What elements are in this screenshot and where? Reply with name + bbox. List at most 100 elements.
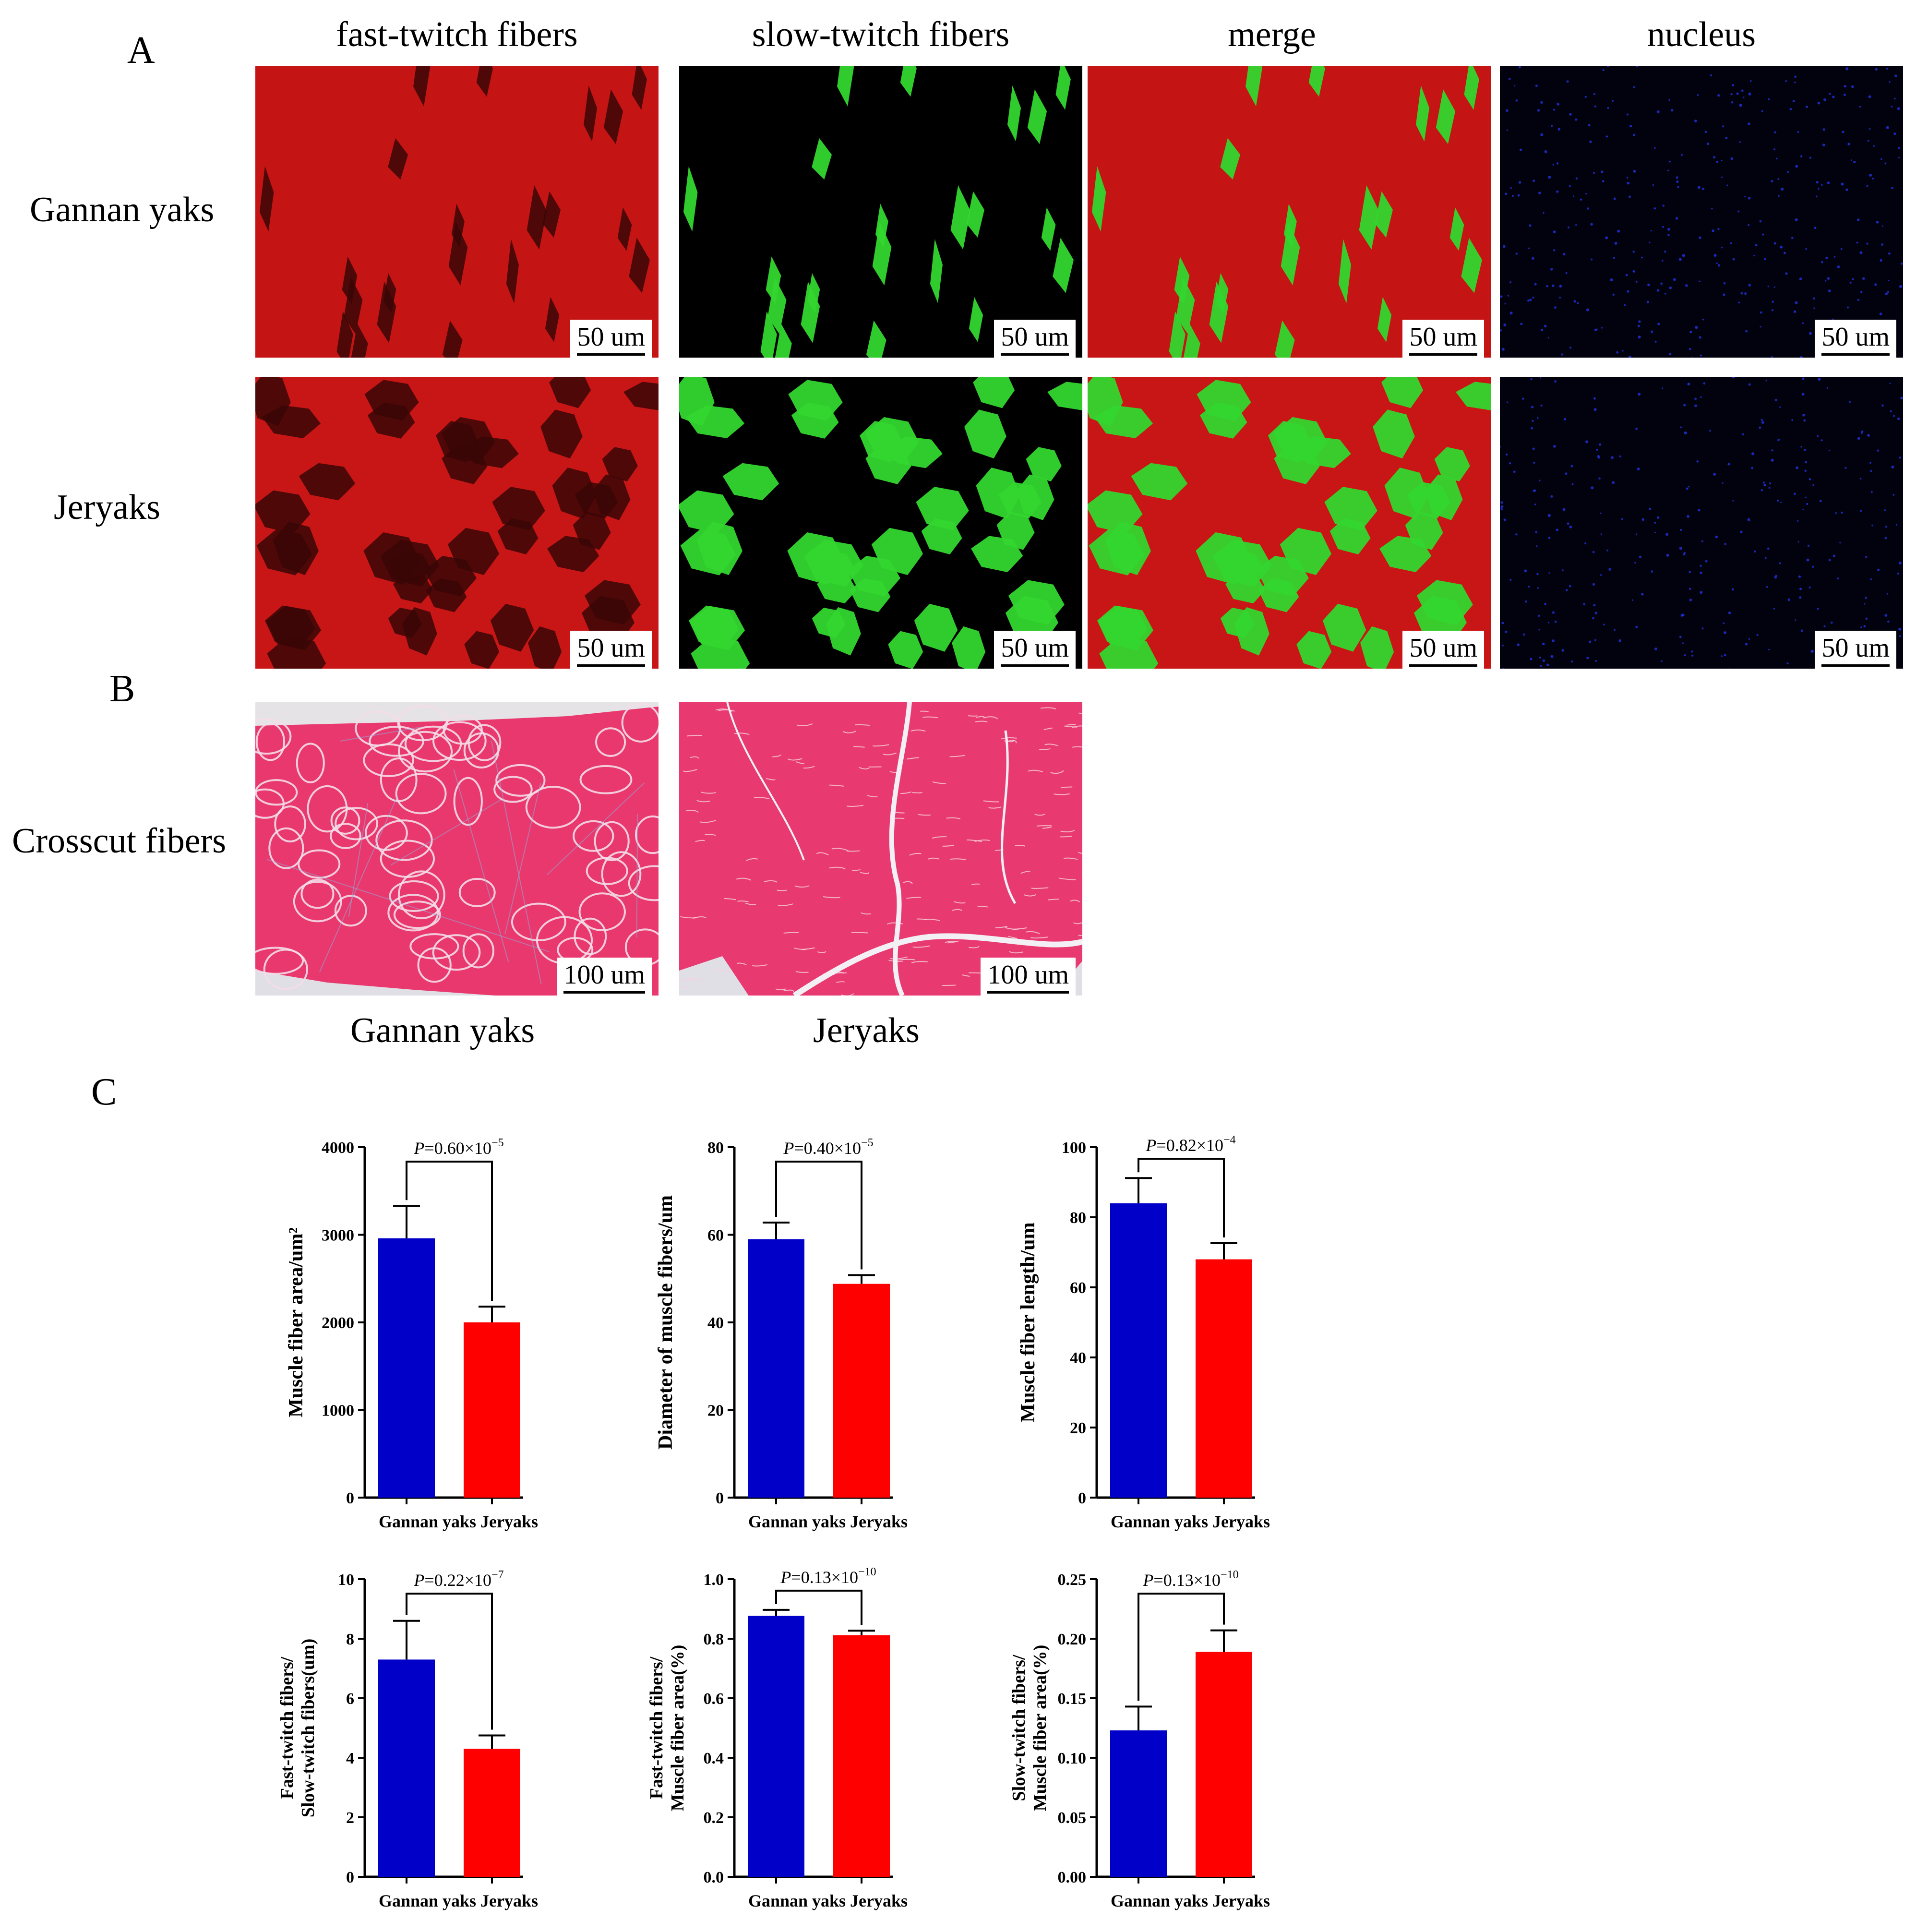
- y-tick-label: 6: [346, 1690, 354, 1708]
- column-header-fast: fast-twitch fibers: [255, 14, 659, 55]
- nucleus-pattern: [1500, 66, 1903, 358]
- column-header-merge: merge: [1070, 14, 1473, 55]
- bar-gannan: [748, 1616, 804, 1877]
- he-pattern-gannan: [255, 702, 659, 996]
- micrograph-gannan-merge: 50 um: [1088, 66, 1491, 358]
- y-tick-label: 0.8: [704, 1631, 724, 1648]
- y-tick-label: 0.10: [1058, 1750, 1087, 1767]
- column-header-nucleus: nucleus: [1500, 14, 1903, 55]
- micrograph-jeryaks-nucleus: 50 um: [1500, 377, 1903, 669]
- x-tick-labels: Gannan yaks Jeryaks: [1111, 1891, 1270, 1910]
- scale-bar-label: 50 um: [577, 633, 645, 663]
- micrograph-jeryaks-fast: 50 um: [255, 377, 659, 669]
- y-tick-label: 60: [1070, 1279, 1086, 1297]
- chart-fiber-area: 0 1000 2000 3000 4000 Gannan yaks Jeryaks P=0.…: [269, 1118, 605, 1553]
- y-tick-label: 0.0: [704, 1869, 724, 1886]
- bar-jeryaks: [833, 1284, 890, 1498]
- x-tick-labels: Gannan yaks Jeryaks: [748, 1512, 908, 1531]
- bar-gannan: [1110, 1730, 1167, 1877]
- y-tick-label: 40: [1070, 1349, 1086, 1367]
- y-tick-label: 8: [346, 1631, 354, 1648]
- y-tick-label: 1000: [322, 1402, 354, 1420]
- y-tick-label: 4: [346, 1750, 354, 1767]
- p-value-label: P=0.13×10−10: [1142, 1569, 1238, 1590]
- fast-fiber-pattern: [255, 377, 659, 669]
- x-tick-labels: Gannan yaks Jeryaks: [379, 1891, 538, 1910]
- scale-bar-label: 50 um: [1821, 322, 1890, 352]
- y-axis-label: Diameter of muscle fibers/um: [655, 1195, 677, 1450]
- bar-jeryaks: [464, 1322, 520, 1498]
- slow-fiber-pattern: [679, 377, 1082, 669]
- y-axis-label: Muscle fiber length/um: [1017, 1223, 1039, 1423]
- y-tick-label: 0.4: [704, 1750, 724, 1767]
- scale-bar: 50 um: [1815, 631, 1896, 669]
- micrograph-gannan-nucleus: 50 um: [1500, 66, 1903, 358]
- y-tick-label: 3000: [322, 1227, 354, 1245]
- bar-gannan: [748, 1239, 804, 1498]
- y-axis-label: Muscle fiber area(%): [1030, 1645, 1050, 1812]
- y-tick-label: 0: [1078, 1489, 1086, 1507]
- micrograph-jeryaks-slow: 50 um: [679, 377, 1082, 669]
- fast-fiber-pattern: [255, 66, 659, 358]
- scale-bar: 50 um: [570, 320, 652, 358]
- scale-bar-label: 50 um: [1001, 633, 1069, 663]
- y-tick-label: 4000: [322, 1139, 354, 1157]
- merge-fiber-pattern: [1088, 377, 1491, 669]
- y-tick-label: 40: [707, 1314, 724, 1332]
- y-tick-label: 0.2: [704, 1809, 724, 1827]
- p-value-label: P=0.60×10−5: [413, 1137, 503, 1158]
- bar-jeryaks: [1196, 1652, 1252, 1877]
- scale-bar-label: 50 um: [577, 322, 645, 352]
- y-axis-label: Slow-twitch fibers(um): [298, 1639, 318, 1818]
- y-tick-label: 60: [707, 1227, 724, 1245]
- p-value-label: P=0.40×10−5: [783, 1137, 873, 1158]
- scale-bar: 50 um: [1815, 320, 1896, 358]
- micrograph-jeryaks-merge: 50 um: [1088, 377, 1491, 669]
- merge-fiber-pattern: [1088, 66, 1491, 358]
- y-axis-label: Fast-twitch fibers/: [277, 1656, 297, 1799]
- he-pattern-jeryaks: [679, 702, 1082, 996]
- y-tick-label: 80: [707, 1139, 724, 1157]
- y-tick-label: 0.6: [704, 1690, 724, 1708]
- panel-letter-a: A: [127, 29, 155, 72]
- y-tick-label: 0.00: [1058, 1869, 1087, 1886]
- column-header-slow: slow-twitch fibers: [679, 14, 1082, 55]
- scale-bar: 100 um: [981, 958, 1076, 996]
- y-tick-label: 10: [338, 1571, 354, 1589]
- y-tick-label: 2000: [322, 1314, 354, 1332]
- micrograph-gannan-slow: 50 um: [679, 66, 1082, 358]
- y-tick-label: 80: [1070, 1209, 1086, 1227]
- b-label-jeryaks: Jeryaks: [665, 1010, 1068, 1051]
- y-tick-label: 20: [1070, 1419, 1086, 1437]
- row-label-jeryaks: Jeryaks: [54, 487, 160, 528]
- micrograph-he-gannan: 100 um: [255, 702, 659, 996]
- y-axis-label: Muscle fiber area(%): [668, 1645, 688, 1812]
- y-tick-label: 0.20: [1058, 1631, 1087, 1648]
- scale-bar: 50 um: [570, 631, 652, 669]
- y-tick-label: 0: [346, 1489, 354, 1507]
- y-tick-label: 2: [346, 1809, 354, 1827]
- bar-jeryaks: [833, 1635, 890, 1877]
- b-label-gannan: Gannan yaks: [241, 1010, 644, 1051]
- bar-gannan: [1110, 1203, 1167, 1498]
- bar-jeryaks: [464, 1749, 520, 1877]
- scale-bar-label: 100 um: [987, 960, 1069, 990]
- x-tick-labels: Gannan yaks Jeryaks: [379, 1512, 538, 1531]
- scale-bar: 50 um: [1402, 320, 1484, 358]
- x-tick-labels: Gannan yaks Jeryaks: [1111, 1512, 1270, 1531]
- scale-bar: 50 um: [994, 631, 1076, 669]
- y-tick-label: 100: [1062, 1139, 1086, 1157]
- slow-fiber-pattern: [679, 66, 1082, 358]
- nucleus-pattern: [1500, 377, 1903, 669]
- micrograph-gannan-fast: 50 um: [255, 66, 659, 358]
- bar-gannan: [378, 1238, 435, 1498]
- x-tick-labels: Gannan yaks Jeryaks: [748, 1891, 908, 1910]
- y-axis-label: Fast-twitch fibers/: [647, 1656, 667, 1799]
- y-tick-label: 0: [346, 1869, 354, 1886]
- scale-bar: 50 um: [1402, 631, 1484, 669]
- scale-bar-label: 50 um: [1409, 322, 1477, 352]
